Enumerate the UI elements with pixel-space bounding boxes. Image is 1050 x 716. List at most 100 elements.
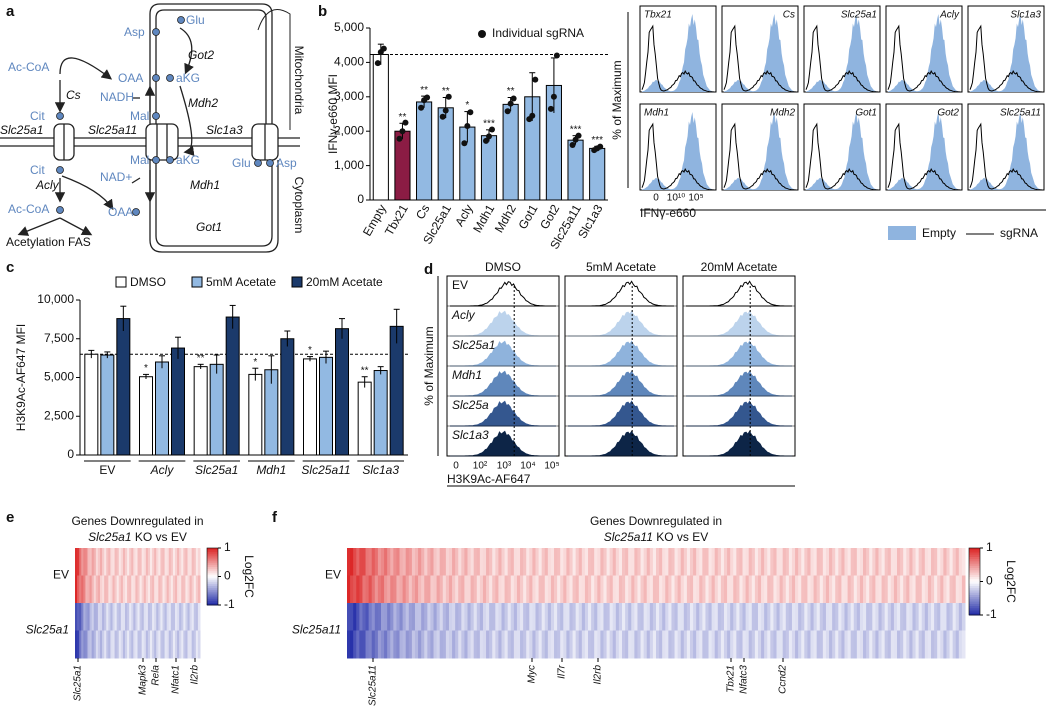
heatmap-cell [618, 630, 623, 659]
heatmap-cell [615, 630, 620, 659]
data-point [572, 136, 579, 143]
heatmap-cell [693, 630, 697, 659]
heatmap-cell [430, 603, 435, 631]
heatmap-cell [152, 603, 155, 631]
heatmap-subtitle-rest: KO vs EV [656, 530, 708, 544]
row-label: EV [452, 278, 468, 292]
heatmap-cell [160, 630, 163, 659]
heatmap-cell [795, 575, 799, 604]
heatmap-cell [640, 575, 645, 604]
heatmap-cell [566, 630, 570, 659]
heatmap-cell [915, 630, 920, 659]
heatmap-cell [850, 548, 855, 576]
heatmap-cell [350, 548, 354, 576]
significance: * [308, 345, 312, 356]
heatmap-cell [915, 603, 920, 631]
heatmap-cell [680, 603, 685, 631]
heatmap-cell [137, 548, 141, 576]
colorbar-cell [969, 559, 980, 562]
heatmap-cell [433, 548, 438, 576]
heatmap-cell [89, 575, 93, 604]
heatmap-cell [479, 630, 484, 659]
heatmap-cell [924, 603, 929, 631]
heatmap-cell [844, 603, 849, 631]
heatmap-cell [581, 575, 586, 604]
heatmap-cell [819, 575, 824, 604]
colorbar-cell [207, 565, 218, 568]
heatmap-cell [356, 575, 360, 604]
heatmap-cell [189, 603, 193, 631]
pathway-diagram [0, 3, 300, 253]
heatmap-cell [91, 575, 95, 604]
heatmap-cell [754, 548, 759, 576]
transporter: Slc25a1 [0, 123, 43, 137]
heatmap-cell [918, 548, 923, 576]
heatmap-cell [634, 575, 638, 604]
heatmap-cell [486, 575, 490, 604]
heatmap-cell [714, 603, 719, 631]
heatmap-cell [89, 630, 93, 659]
enzyme: Got1 [196, 220, 222, 234]
heatmap-cell [835, 603, 839, 631]
heatmap-cell [135, 575, 138, 604]
y-tick-label: 0 [67, 447, 74, 461]
heatmap-cell [162, 630, 166, 659]
heatmap-cell [374, 603, 379, 631]
heatmap-cell [770, 575, 774, 604]
heatmap-cell [866, 630, 870, 659]
heatmap-cell [139, 630, 143, 659]
heatmap-cell [853, 603, 858, 631]
colorbar-cell [207, 574, 218, 577]
heatmap-cell [547, 548, 552, 576]
heatmap-cell [175, 548, 178, 576]
heatmap-cell [529, 630, 533, 659]
heatmap-cell [75, 603, 78, 631]
heatmap-cell [788, 603, 793, 631]
histogram-empty [888, 112, 960, 190]
heatmap-cell [427, 548, 431, 576]
metabolite-dots [56, 16, 274, 216]
colorbar-cell [969, 552, 980, 556]
heatmap-cell [79, 548, 82, 576]
heatmap-cell [168, 575, 172, 604]
heatmap-cell [723, 548, 728, 576]
metabolite: NADH [100, 90, 134, 104]
heatmap-cell [594, 548, 598, 576]
heatmap-cell [835, 575, 839, 604]
histogram-title: Slc1a3 [1010, 10, 1041, 21]
heatmap-cell [603, 548, 608, 576]
heatmap-cell [863, 548, 867, 576]
heatmap-cell [810, 548, 815, 576]
heatmap-cell [575, 630, 580, 659]
heatmap-cell [127, 603, 130, 631]
significance: ** [197, 353, 205, 364]
heatmap-cell [85, 630, 88, 659]
bar [335, 328, 349, 456]
heatmap-cell [940, 575, 944, 604]
heatmap-cell [912, 575, 917, 604]
heatmap-cell [557, 630, 561, 659]
heatmap-cell [634, 630, 638, 659]
heatmap-cell [133, 603, 136, 631]
heatmap-cell [717, 603, 722, 631]
data-point [396, 135, 403, 142]
heatmap-cell [958, 548, 963, 576]
heatmap-cell [591, 630, 595, 659]
heatmap-cell [628, 575, 632, 604]
heatmap-cell [801, 603, 805, 631]
colorbar-cell [207, 584, 218, 587]
bar [502, 103, 519, 201]
heatmap-cell [160, 548, 163, 576]
heatmap-cell [689, 630, 694, 659]
row-label: Slc25a11 [292, 623, 341, 637]
heatmap-cell [866, 548, 870, 576]
heatmap-cell [433, 630, 438, 659]
heatmap-cell [723, 603, 728, 631]
heatmap-cell [677, 630, 682, 659]
heatmap-cell [93, 630, 97, 659]
heatmap-cell [714, 575, 719, 604]
data-point [464, 123, 471, 130]
histogram-empty [642, 14, 714, 92]
colorbar-cell [969, 597, 980, 600]
heatmap-cell [612, 603, 617, 631]
